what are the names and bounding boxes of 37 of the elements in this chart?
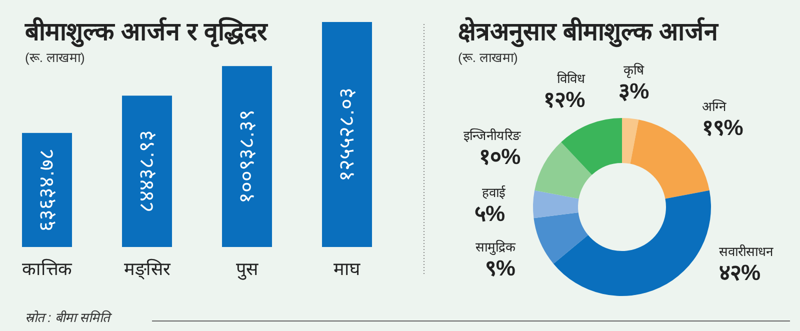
- text: (रू. लाखमा): [25, 50, 85, 65]
- slice-label: कृषि: [623, 62, 644, 79]
- data-label: १२%: [544, 86, 586, 112]
- slice-label: हवाई: [482, 185, 506, 200]
- slice-label: इन्जिनीयरिङ: [464, 128, 522, 143]
- donut-slice: [553, 190, 711, 296]
- chart-title: क्षेत्रअनुसार बीमाशुल्क आर्जन: [458, 17, 719, 48]
- donut-slice: [561, 118, 622, 175]
- donut-slice: [533, 190, 579, 218]
- bar: [222, 66, 272, 247]
- data-label: ४२%: [719, 260, 761, 285]
- data-label: १९%: [702, 115, 744, 140]
- donut-slice: [534, 142, 592, 199]
- data-label: ८४४३८.९३: [136, 130, 158, 213]
- bar: [322, 22, 372, 247]
- slice-label: सामुद्रिक: [475, 239, 516, 256]
- slice-label: विविध: [557, 70, 586, 86]
- bar: [122, 96, 172, 247]
- data-label: ३%: [618, 78, 650, 104]
- slice-label: सवारीसाधन: [719, 244, 774, 259]
- x-tick-label: माघ: [334, 259, 360, 279]
- data-label: १००९३८.३९: [236, 110, 258, 204]
- data-label: १२५५२८.०३: [336, 88, 358, 182]
- x-tick-label: कात्तिक: [22, 258, 73, 279]
- donut-slice: [622, 118, 639, 164]
- data-label: ९%: [484, 255, 516, 280]
- data-label: ५%: [474, 201, 506, 226]
- x-tick-label: पुस: [236, 259, 259, 280]
- bar: [22, 132, 72, 247]
- data-label: ६३६३४.७८: [36, 148, 58, 232]
- x-tick-label: मङ्सिर: [124, 258, 171, 280]
- text: स्रोत : बीमा समिति: [25, 310, 112, 325]
- chart-subtitle: (रू. लाखमा): [458, 50, 518, 65]
- slice-label: अग्नि: [702, 99, 727, 114]
- data-label: १०%: [479, 144, 521, 169]
- chart-title: बीमाशुल्क आर्जन र वृद्धिदर: [24, 17, 269, 48]
- donut-slice: [534, 212, 588, 264]
